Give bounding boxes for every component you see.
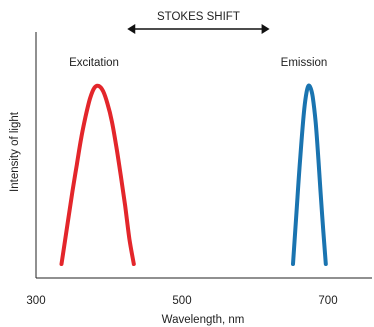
x-tick-label-500: 500 — [172, 295, 191, 307]
stokes-shift-arrowhead-right — [261, 24, 270, 34]
x-axis-label: Wavelength, nm — [162, 314, 245, 326]
stokes-shift-annotation: STOKES SHIFT — [127, 11, 270, 34]
series-line-emission — [291, 83, 328, 266]
series-label-excitation: Excitation — [69, 57, 119, 69]
series-layer — [59, 83, 328, 266]
series-label-emission: Emission — [281, 57, 328, 69]
x-tick-label-700: 700 — [318, 295, 337, 307]
x-tick-labels: 300 500 700 — [26, 295, 337, 307]
stokes-shift-label: STOKES SHIFT — [157, 11, 240, 23]
stokes-shift-arrowhead-left — [127, 24, 136, 34]
series-labels: Excitation Emission — [69, 57, 327, 69]
x-tick-label-300: 300 — [26, 295, 45, 307]
series-line-excitation — [59, 83, 136, 266]
y-axis-label: Intensity of light — [9, 111, 21, 192]
